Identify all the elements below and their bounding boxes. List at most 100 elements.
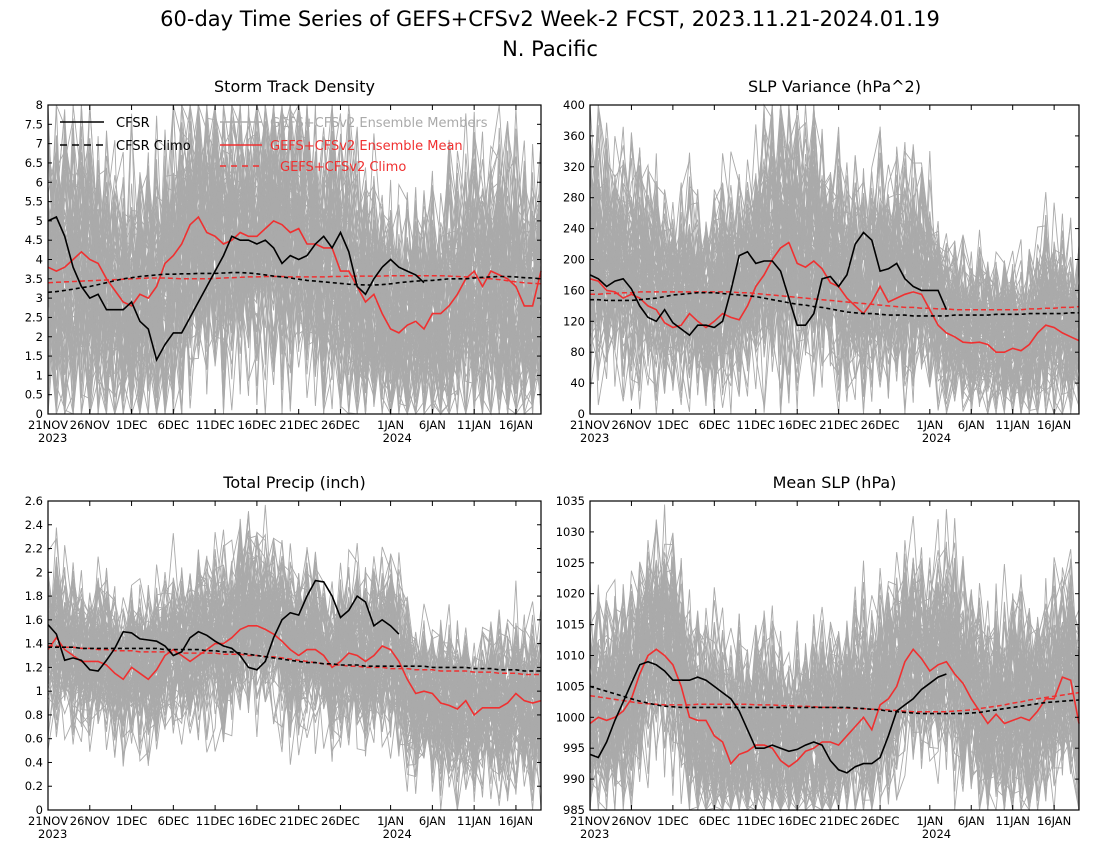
ensemble-member-line [589,104,1080,407]
y-tick-label: 0.2 [25,779,43,793]
x-tick-label: 1DEC [657,418,688,432]
y-tick-label: 5 [36,214,43,228]
x-tick-label: 6JAN [958,418,985,432]
y-tick-label: 2 [36,330,43,344]
ensemble-member-line [47,131,542,415]
ensemble-member-line [589,126,1080,415]
y-tick-label: 2 [36,565,43,579]
panel-total-precip: Total Precip (inch) 0 0.2 0.4 0.6 0.8 1 1.2 1.4 1… [25,473,542,841]
x-tick-label: 21NOV [28,418,68,432]
y-tick-label: 1.5 [25,349,43,363]
cfsr-line [589,660,947,774]
x-year-label: 2024 [922,431,951,445]
y-tick-label: 2.4 [25,518,43,532]
x-tick-label: 1JAN [377,814,404,828]
cfsr-line [589,231,948,337]
legend-ens-members-label: GEFS+CFSv2 Ensemble Members [270,116,488,131]
ensemble-member-line [589,547,1080,812]
y-tick-label: 990 [563,772,585,786]
x-tick-label: 11JAN [996,814,1030,828]
ensemble-members [47,504,542,811]
figure-title: 60-day Time Series of GEFS+CFSv2 Week-2 … [160,7,940,31]
x-tick-label: 16DEC [778,814,817,828]
x-tick-label: 6DEC [158,814,189,828]
ensemble-member-line [47,564,542,778]
y-tick-label: 0 [36,803,43,817]
x-tick-label: 6DEC [158,418,189,432]
x-tick-label: 1DEC [116,814,147,828]
x-year-label: 2023 [38,431,67,445]
y-tick-label: 1.2 [25,660,43,674]
ensemble-climo-line [590,291,1080,311]
y-tick-label: 985 [563,803,585,817]
x-tick-label: 21DEC [279,418,318,432]
x-tick-label: 26NOV [70,418,110,432]
ensemble-member-line [589,541,1080,811]
x-tick-label: 16DEC [237,418,276,432]
figure-subtitle: N. Pacific [502,37,598,61]
ensemble-member-line [589,112,1080,395]
ensemble-member-line [589,104,1080,377]
ensemble-climo-line [589,691,1080,713]
y-tick-label: 1030 [556,525,585,539]
x-tick-label: 16JAN [499,418,533,432]
panel-title: Mean SLP (hPa) [773,473,897,492]
ensemble-member-line [589,125,1080,405]
x-tick-label: 11DEC [736,814,775,828]
x-tick-label: 11DEC [196,418,235,432]
plot-frame [47,500,542,811]
x-tick-label: 21DEC [819,814,858,828]
ensemble-climo-line [48,645,541,676]
ensemble-member-line [589,581,1080,811]
y-tick-label: 240 [563,222,585,236]
y-tick-label: 5.5 [25,195,43,209]
ensemble-member-line [47,104,542,415]
x-tick-label: 11JAN [457,418,491,432]
ensemble-member-line [589,591,1080,811]
ensemble-member-line [47,104,542,415]
y-tick-label: 80 [570,345,585,359]
ensemble-mean-line [589,241,1080,354]
panel-title: SLP Variance (hPa^2) [748,77,921,96]
x-tick-label: 21DEC [279,814,318,828]
x-year-label: 2024 [383,431,412,445]
x-tick-label: 26NOV [70,814,110,828]
y-tick-label: 6 [36,175,43,189]
y-tick-label: 1010 [556,649,585,663]
y-tick-label: 40 [570,376,585,390]
y-tick-label: 280 [563,191,585,205]
x-year-label: 2024 [922,827,951,841]
panel-mean-slp: Mean SLP (hPa) 985 990 995 1000 1005 1010 1015 1… [556,473,1080,841]
x-tick-label: 16JAN [1037,418,1071,432]
x-tick-label: 26DEC [861,418,900,432]
ensemble-member-line [589,587,1080,812]
legend-ens-mean-label: GEFS+CFSv2 Ensemble Mean [270,139,463,154]
x-tick-label: 1JAN [916,814,943,828]
y-tick-label: 6.5 [25,156,43,170]
y-tick-label: 1000 [556,710,585,724]
y-tick-label: 160 [563,283,585,297]
legend-ens-climo-label: GEFS+CFSv2 Climo [280,160,406,175]
ensemble-member-line [589,551,1080,811]
panel-slp-variance: SLP Variance (hPa^2) 0 40 80 120 160 200 240 280… [563,77,1080,445]
ensemble-member-line [47,535,542,786]
ensemble-member-line [589,183,1080,415]
cfsr-line [47,579,400,672]
ensemble-members [589,504,1080,812]
y-tick-label: 0 [36,407,43,421]
y-tick-label: 360 [563,129,585,143]
y-tick-label: 0 [578,407,585,421]
y-tick-label: 0.8 [25,708,43,722]
ensemble-mean-line [47,215,542,334]
ensemble-member-line [589,175,1080,399]
x-tick-label: 1DEC [116,418,147,432]
x-year-label: 2023 [38,827,67,841]
y-tick-label: 8 [36,98,43,112]
y-tick-label: 1.6 [25,613,43,627]
x-tick-label: 11DEC [196,814,235,828]
y-tick-label: 1.4 [25,637,43,651]
y-tick-label: 2.2 [25,542,43,556]
x-year-label: 2023 [580,431,609,445]
x-tick-label: 26NOV [611,418,651,432]
y-tick-label: 995 [563,741,585,755]
